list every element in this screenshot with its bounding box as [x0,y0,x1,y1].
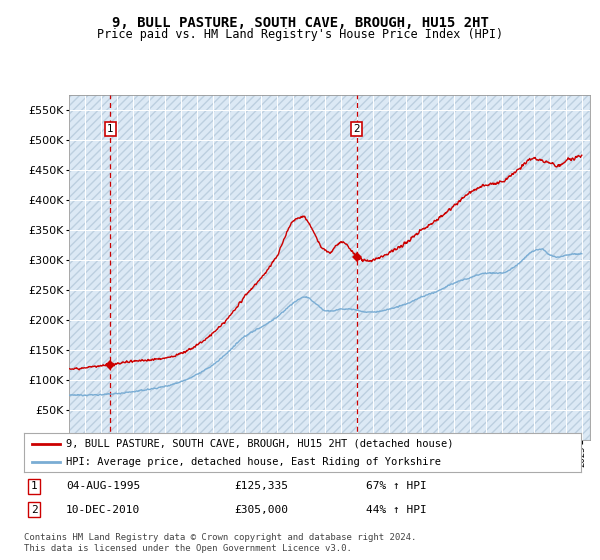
Text: 44% ↑ HPI: 44% ↑ HPI [366,505,427,515]
Text: £305,000: £305,000 [234,505,288,515]
Text: 67% ↑ HPI: 67% ↑ HPI [366,481,427,491]
Text: 1: 1 [107,124,114,134]
Text: 10-DEC-2010: 10-DEC-2010 [66,505,140,515]
Text: 2: 2 [353,124,360,134]
Text: 1: 1 [31,481,38,491]
Text: Price paid vs. HM Land Registry's House Price Index (HPI): Price paid vs. HM Land Registry's House … [97,28,503,41]
Text: 2: 2 [31,505,38,515]
Text: 9, BULL PASTURE, SOUTH CAVE, BROUGH, HU15 2HT (detached house): 9, BULL PASTURE, SOUTH CAVE, BROUGH, HU1… [66,438,453,449]
Text: 9, BULL PASTURE, SOUTH CAVE, BROUGH, HU15 2HT: 9, BULL PASTURE, SOUTH CAVE, BROUGH, HU1… [112,16,488,30]
Text: Contains HM Land Registry data © Crown copyright and database right 2024.
This d: Contains HM Land Registry data © Crown c… [24,533,416,553]
Text: £125,335: £125,335 [234,481,288,491]
Text: HPI: Average price, detached house, East Riding of Yorkshire: HPI: Average price, detached house, East… [66,457,441,467]
Text: 04-AUG-1995: 04-AUG-1995 [66,481,140,491]
